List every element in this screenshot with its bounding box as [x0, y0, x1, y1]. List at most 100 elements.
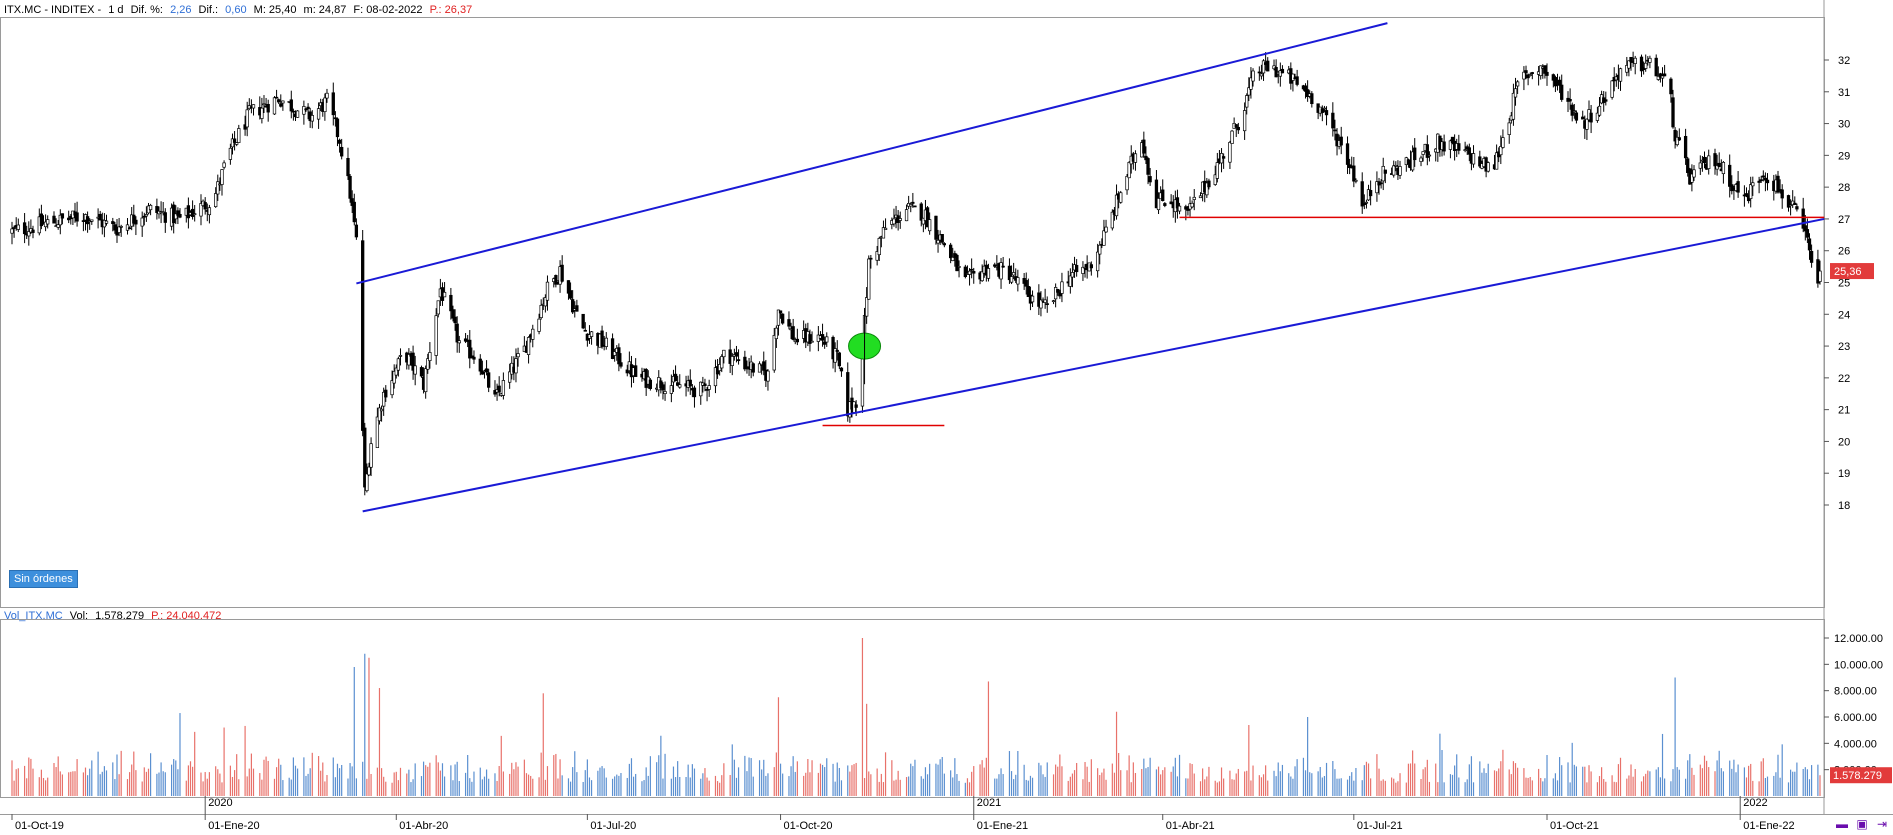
candle-body	[140, 217, 144, 227]
candle	[1009, 265, 1014, 285]
candle-body	[382, 391, 386, 407]
candle	[875, 245, 879, 266]
minimize-icon[interactable]: ▬	[1836, 817, 1848, 831]
candle-body	[762, 361, 766, 371]
candle-body	[1486, 162, 1490, 172]
candle	[119, 224, 123, 237]
candle-body	[1026, 286, 1030, 298]
candle-body	[955, 254, 959, 272]
candle	[1442, 134, 1446, 156]
candle-body	[1207, 180, 1211, 188]
candle-body	[566, 280, 571, 294]
candle-body	[766, 370, 770, 382]
dif-pct-value: 2,26	[170, 4, 192, 16]
candle	[1305, 80, 1310, 102]
candle	[1074, 259, 1079, 277]
candle-body	[207, 207, 212, 216]
candle-body	[436, 300, 440, 315]
candle-body	[1776, 175, 1780, 193]
candle-body	[854, 404, 858, 408]
candle-body	[1257, 71, 1261, 74]
candle	[1056, 288, 1060, 296]
candle-body	[940, 234, 944, 243]
candle	[442, 282, 447, 298]
candle	[776, 309, 781, 336]
candle-body	[1068, 275, 1072, 287]
candle	[310, 110, 314, 129]
candle	[266, 99, 270, 122]
candle	[222, 160, 226, 170]
candle	[1030, 290, 1035, 307]
candle-body	[142, 215, 146, 218]
save-icon[interactable]: ▣	[1856, 817, 1868, 831]
candle	[1007, 258, 1012, 284]
candle	[260, 97, 264, 124]
candle	[1146, 157, 1150, 185]
candle	[1809, 244, 1814, 268]
candle	[453, 309, 457, 331]
candle	[1539, 65, 1543, 80]
candle	[663, 381, 667, 401]
candle	[1463, 141, 1467, 153]
candle-body	[1198, 195, 1203, 199]
candle-body	[316, 108, 321, 120]
candle	[1102, 219, 1106, 246]
candle-body	[1786, 195, 1791, 208]
candle	[743, 350, 747, 372]
candle	[634, 358, 638, 377]
expand-icon[interactable]: ⇥	[1876, 817, 1888, 831]
candle	[846, 362, 850, 422]
candle	[237, 124, 241, 143]
candle	[337, 138, 342, 153]
candle-body	[1675, 136, 1679, 146]
candle	[957, 260, 961, 278]
candle	[967, 268, 972, 286]
candle-body	[865, 297, 869, 317]
candle	[589, 331, 594, 345]
candle-body	[277, 99, 281, 103]
candle	[369, 437, 373, 477]
candle-body	[310, 115, 314, 122]
candle-body	[235, 142, 239, 145]
candle-body	[337, 139, 342, 144]
candle-body	[688, 379, 692, 387]
candle	[1572, 104, 1576, 119]
price-y-tick-label: 28	[1838, 182, 1850, 194]
candle	[1148, 167, 1152, 186]
candle-body	[860, 358, 865, 407]
candle	[289, 90, 293, 119]
candle-body	[12, 227, 16, 229]
candle	[1011, 262, 1016, 280]
candle	[214, 187, 218, 208]
candle	[1744, 187, 1749, 198]
candle-body	[663, 391, 667, 395]
candle-body	[480, 370, 485, 375]
candle-body	[176, 210, 180, 216]
candle-body	[1633, 57, 1637, 64]
candle-body	[913, 205, 917, 208]
candle	[1467, 143, 1471, 162]
candle-body	[911, 201, 915, 204]
candle	[676, 375, 680, 387]
candle	[111, 217, 115, 232]
candle	[831, 335, 835, 369]
candle-body	[1574, 112, 1579, 121]
candle	[302, 100, 306, 125]
orders-status-button[interactable]: Sin órdenes	[9, 570, 78, 588]
candle	[1192, 189, 1196, 211]
candle-body	[1572, 110, 1576, 113]
candle	[904, 204, 909, 222]
candle-body	[1788, 204, 1793, 207]
candle-body	[1333, 129, 1337, 132]
candle-body	[119, 225, 123, 228]
candle	[277, 98, 281, 105]
last-volume-tag-bg	[1830, 767, 1892, 784]
candle	[1776, 170, 1780, 194]
candle-body	[531, 328, 535, 340]
candle	[1499, 135, 1503, 165]
candle	[1648, 55, 1652, 69]
candle	[1715, 154, 1719, 176]
candle	[1339, 126, 1343, 155]
